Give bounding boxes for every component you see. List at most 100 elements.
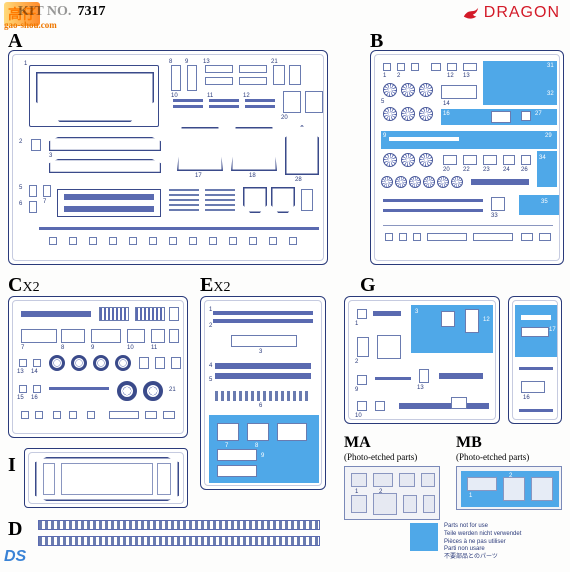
part-bs4 [427,233,467,241]
pn-g1: 1 [355,321,358,327]
part-a6 [29,201,37,213]
label-mb: MB [456,434,482,451]
pn-c9: 9 [91,345,94,351]
part-c-b1 [139,357,149,369]
part-a8 [171,65,181,91]
legend: Parts not for use Teile werden nicht ver… [410,523,560,562]
pn-b27: 27 [535,111,542,117]
part-a-s10 [229,237,237,245]
part-a13 [205,65,233,73]
part-c11 [151,329,165,343]
pn-mb2: 2 [509,473,512,479]
pn-b23: 23 [483,167,490,173]
part-c17 [21,411,29,419]
part-a20 [283,91,301,113]
part-b-wheel3 [419,83,433,97]
pn-ma2: 2 [379,489,382,495]
part-c7 [21,329,57,343]
pn-g10: 10 [355,413,362,419]
pn-a2: 2 [19,139,22,145]
part-b-wheel5 [401,107,415,121]
part-b2 [397,63,405,71]
part-c15 [19,385,27,393]
part-g13 [419,369,429,383]
legend-swatch [410,523,438,551]
pn-a28: 28 [295,177,302,183]
pn-g13: 13 [417,385,424,391]
pn-c8: 8 [61,345,64,351]
part-a-s1 [49,237,57,245]
pn-e9: 9 [261,453,264,459]
pn-e2: 2 [209,323,212,329]
pn-e4: 4 [209,363,212,369]
pn-g2: 2 [355,359,358,365]
part-b1 [383,63,391,71]
part-a3 [49,137,161,151]
sprue-i [24,448,188,508]
ma2 [373,473,393,487]
part-b20 [443,155,457,165]
label-b: B [370,30,383,52]
part-a14 [205,77,233,85]
part-b4 [431,63,441,71]
mult-c: X2 [22,280,39,295]
pn-g9: 9 [355,387,358,393]
part-b22 [463,155,477,165]
legend-l5: 不要部品とのパーツ [444,554,521,562]
watermark-url: gao-shou.com [4,20,57,30]
part-b-sp4 [423,176,435,188]
part-a-lowerhull [57,189,161,217]
sprue-a: 1 8 9 13 21 10 11 12 20 2 3 17 18 28 5 6… [8,50,328,265]
pn-a11: 11 [207,93,213,99]
part-a7 [43,185,51,197]
part-b-wheel7 [383,153,397,167]
mb2 [503,477,525,501]
part-e10 [277,423,307,441]
part-a-s7 [169,237,177,245]
sub-ma: (Photo-etched parts) [344,452,417,462]
ma3 [399,473,415,487]
pn-a3: 3 [49,153,52,159]
pn-a6: 6 [19,201,22,207]
pn-c10: 10 [127,345,134,351]
part-e3 [231,335,297,347]
part-g2 [357,337,369,357]
part-g4 [441,311,455,327]
dragon-icon [462,4,480,22]
label-g: G [360,274,376,296]
pn-e8: 8 [255,443,258,449]
pn-c21: 21 [169,387,176,393]
legend-text: Parts not for use Teile werden nicht ver… [444,523,521,562]
part-b-not-for-use-1 [483,61,557,105]
part-b3 [411,63,419,71]
ma4 [421,473,435,487]
part-g12 [465,309,479,333]
pn-c15: 15 [17,395,24,401]
pn-b16: 16 [443,111,450,117]
part-e7 [217,423,239,441]
pn-e1: 1 [209,307,212,313]
pn-b13: 13 [463,73,470,79]
pn-e7: 7 [225,443,228,449]
part-c19 [53,411,61,419]
part-a2 [31,139,41,151]
part-a-s5 [129,237,137,245]
label-ma: MA [344,434,371,451]
pn-b14: 14 [443,101,450,107]
part-a-s3 [89,237,97,245]
part-bs3 [413,233,421,241]
pn-b32: 32 [547,91,554,97]
part-c24 [163,411,175,419]
part-b-wheel2 [401,83,415,97]
pn-b29: 29 [545,133,552,139]
mult-e: X2 [213,280,230,295]
part-b23 [483,155,497,165]
part-g11 [375,401,385,411]
pn-b12: 12 [447,73,454,79]
part-b14 [441,85,477,99]
part-c-tire3 [93,355,109,371]
part-b-sp2 [395,176,407,188]
label-e: E [200,274,213,296]
sprue-b: 1 2 31 32 13 12 5 14 16 27 9 29 20 22 23… [370,50,564,265]
part-c23 [145,411,157,419]
